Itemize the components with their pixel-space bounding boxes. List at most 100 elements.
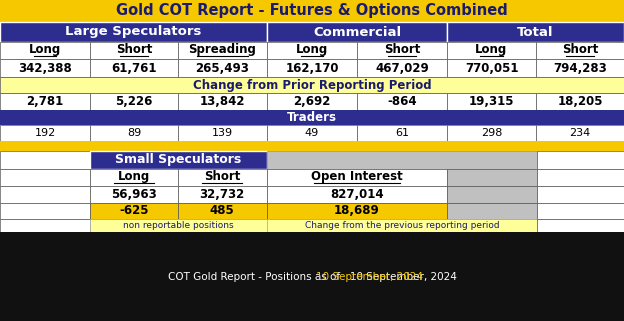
Bar (0, 0, 624, 22)
Bar (178, 203, 267, 219)
Bar (0, 42, 90, 59)
Text: 61: 61 (395, 128, 409, 138)
Text: 2,692: 2,692 (293, 95, 331, 108)
Bar (267, 125, 357, 141)
Text: 49: 49 (305, 128, 319, 138)
Text: 192: 192 (34, 128, 56, 138)
Bar (0, 125, 90, 141)
Bar (178, 125, 267, 141)
Text: 18,689: 18,689 (334, 204, 380, 218)
Text: 770,051: 770,051 (465, 62, 519, 74)
Bar (267, 93, 357, 110)
Bar (90, 42, 178, 59)
Text: -864: -864 (387, 95, 417, 108)
Text: Long: Long (296, 43, 328, 56)
Bar (537, 219, 624, 232)
Text: 298: 298 (481, 128, 502, 138)
Text: Gold COT Report - Futures & Options Combined: Gold COT Report - Futures & Options Comb… (116, 4, 508, 19)
Bar (267, 203, 447, 219)
Text: 61,761: 61,761 (111, 62, 157, 74)
Text: Large Speculators: Large Speculators (66, 25, 202, 39)
Bar (0, 169, 90, 186)
Bar (536, 42, 624, 59)
Bar (90, 169, 178, 186)
Text: 2,781: 2,781 (26, 95, 64, 108)
Bar (267, 42, 357, 59)
Text: 5,226: 5,226 (115, 95, 153, 108)
Bar (0, 186, 90, 203)
Bar (90, 59, 178, 77)
Bar (0, 219, 90, 232)
Bar (267, 186, 447, 203)
Bar (357, 125, 447, 141)
Bar (447, 186, 537, 203)
Text: Change from Prior Reporting Period: Change from Prior Reporting Period (193, 79, 431, 91)
Bar (0, 232, 624, 321)
Text: 139: 139 (212, 128, 233, 138)
Text: 467,029: 467,029 (375, 62, 429, 74)
Text: Change from the previous reporting period: Change from the previous reporting perio… (305, 221, 499, 230)
Bar (267, 22, 447, 42)
Text: 827,014: 827,014 (330, 188, 384, 201)
Bar (267, 169, 447, 186)
Bar (536, 93, 624, 110)
Text: COT Gold Report - Positions as of   10 September, 2024: COT Gold Report - Positions as of 10 Sep… (168, 272, 456, 282)
Text: 56,963: 56,963 (111, 188, 157, 201)
Text: Total: Total (517, 25, 553, 39)
Text: 18,205: 18,205 (557, 95, 603, 108)
Text: Short: Short (562, 43, 598, 56)
Bar (0, 110, 624, 125)
Bar (536, 59, 624, 77)
Text: Spreading: Spreading (188, 43, 256, 56)
Bar (447, 42, 536, 59)
Text: Short: Short (384, 43, 420, 56)
Bar (537, 151, 624, 169)
Bar (0, 141, 624, 151)
Bar (0, 203, 90, 219)
Bar (447, 59, 536, 77)
Bar (178, 169, 267, 186)
Text: 32,732: 32,732 (200, 188, 245, 201)
Bar (0, 77, 624, 93)
Bar (90, 125, 178, 141)
Bar (537, 186, 624, 203)
Text: 234: 234 (569, 128, 591, 138)
Bar (357, 59, 447, 77)
Bar (536, 125, 624, 141)
Bar (537, 203, 624, 219)
Text: 19,315: 19,315 (469, 95, 514, 108)
Bar (267, 59, 357, 77)
Bar (0, 93, 90, 110)
Bar (537, 169, 624, 186)
Text: -625: -625 (119, 204, 149, 218)
Text: Commercial: Commercial (313, 25, 401, 39)
Text: 794,283: 794,283 (553, 62, 607, 74)
Bar (447, 125, 536, 141)
Bar (90, 186, 178, 203)
Bar (447, 93, 536, 110)
Bar (357, 93, 447, 110)
Bar (267, 151, 537, 169)
Bar (90, 219, 267, 232)
Bar (0, 151, 90, 169)
Bar (178, 93, 267, 110)
Text: non reportable positions: non reportable positions (123, 221, 234, 230)
Text: Long: Long (29, 43, 61, 56)
Bar (357, 42, 447, 59)
Text: Short: Short (204, 170, 240, 183)
Text: Traders: Traders (287, 111, 337, 124)
Text: Long: Long (118, 170, 150, 183)
Bar (447, 169, 537, 186)
Bar (178, 186, 267, 203)
Bar (267, 219, 537, 232)
Text: Long: Long (475, 43, 508, 56)
Text: Small Speculators: Small Speculators (115, 153, 241, 167)
Text: 13,842: 13,842 (200, 95, 245, 108)
Text: 485: 485 (210, 204, 235, 218)
Bar (90, 203, 178, 219)
Bar (90, 151, 267, 169)
Text: 10 September, 2024: 10 September, 2024 (316, 272, 424, 282)
Bar (0, 59, 90, 77)
Text: 342,388: 342,388 (18, 62, 72, 74)
Bar (178, 59, 267, 77)
